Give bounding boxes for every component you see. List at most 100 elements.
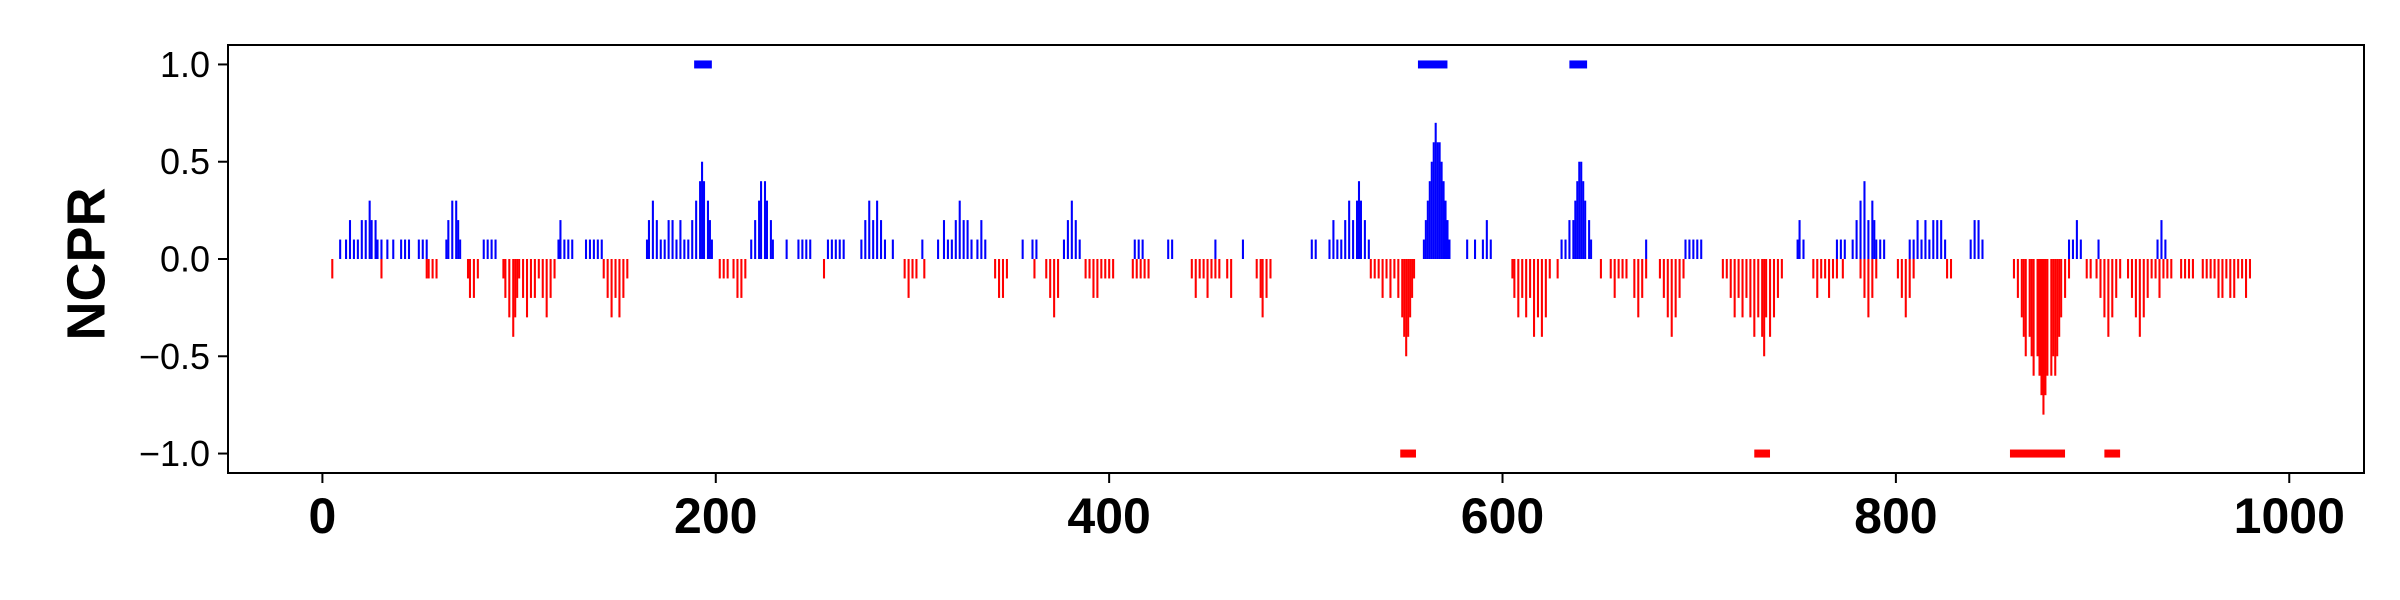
negative-ncpr-bar xyxy=(1761,259,1764,337)
negative-ncpr-bar xyxy=(1513,259,1516,298)
negative-ncpr-bar xyxy=(2221,259,2224,298)
positive-ncpr-bar xyxy=(1696,239,1699,259)
negative-ncpr-bar xyxy=(427,259,430,279)
positive-ncpr-bar xyxy=(2071,239,2074,259)
negative-ncpr-bar xyxy=(1517,259,1520,318)
negative-ncpr-bar xyxy=(1057,259,1060,298)
positive-ncpr-bar xyxy=(826,239,829,259)
negative-ncpr-bar xyxy=(1835,259,1838,279)
positive-ncpr-bar xyxy=(1692,239,1695,259)
negative-region-marker xyxy=(1754,449,1771,458)
positive-ncpr-bar xyxy=(647,220,650,259)
positive-ncpr-bar xyxy=(838,239,841,259)
negative-ncpr-bar xyxy=(2046,259,2049,376)
positive-ncpr-bar xyxy=(1359,200,1362,259)
negative-ncpr-bar xyxy=(1682,259,1685,279)
negative-ncpr-bar xyxy=(1373,259,1376,279)
y-tick-label: −0.5 xyxy=(139,336,210,377)
negative-ncpr-bar xyxy=(2085,259,2088,279)
negative-ncpr-bar xyxy=(1084,259,1087,279)
positive-ncpr-bar xyxy=(368,200,371,259)
positive-ncpr-bar xyxy=(2164,239,2167,259)
negative-ncpr-bar xyxy=(2095,259,2098,279)
positive-ncpr-bar xyxy=(421,239,424,259)
positive-ncpr-bar xyxy=(706,200,709,259)
positive-ncpr-bar xyxy=(1442,181,1445,259)
positive-ncpr-bar xyxy=(1973,220,1976,259)
positive-ncpr-bar xyxy=(584,239,588,259)
positive-ncpr-bar xyxy=(592,239,595,259)
positive-ncpr-bar xyxy=(797,239,800,259)
negative-ncpr-bar xyxy=(2119,259,2122,279)
positive-ncpr-bar xyxy=(1851,239,1854,259)
negative-ncpr-bar xyxy=(1198,259,1201,279)
negative-ncpr-bar xyxy=(1621,259,1624,279)
negative-ncpr-bar xyxy=(1377,259,1380,279)
positive-region-marker xyxy=(1417,60,1448,69)
negative-ncpr-bar xyxy=(1949,259,1953,279)
positive-ncpr-bar xyxy=(1310,239,1313,259)
negative-ncpr-bar xyxy=(1210,259,1213,279)
negative-ncpr-bar xyxy=(1407,259,1410,337)
negative-ncpr-bar xyxy=(522,259,525,298)
positive-ncpr-bar xyxy=(701,161,704,259)
positive-ncpr-bar xyxy=(1489,239,1492,259)
negative-ncpr-bar xyxy=(1265,259,1268,298)
negative-ncpr-bar xyxy=(549,259,552,298)
negative-ncpr-bar xyxy=(1763,259,1766,357)
negative-ncpr-bar xyxy=(533,259,536,298)
positive-ncpr-bar xyxy=(1214,239,1217,259)
negative-ncpr-bar xyxy=(1641,259,1644,298)
negative-ncpr-bar xyxy=(1143,259,1146,279)
negative-ncpr-bar xyxy=(1863,259,1866,298)
negative-ncpr-bar xyxy=(431,259,434,279)
negative-ncpr-bar xyxy=(2225,259,2228,279)
negative-ncpr-bar xyxy=(1633,259,1636,298)
positive-ncpr-bar xyxy=(984,239,987,259)
negative-ncpr-bar xyxy=(1904,259,1907,318)
negative-ncpr-bar xyxy=(2099,259,2102,298)
negative-ncpr-bar xyxy=(1135,259,1138,279)
negative-ncpr-bar xyxy=(1206,259,1209,298)
negative-ncpr-bar xyxy=(1190,259,1193,279)
positive-ncpr-bar xyxy=(760,181,763,259)
negative-ncpr-bar xyxy=(2020,259,2023,318)
positive-ncpr-bar xyxy=(1843,239,1846,259)
positive-ncpr-bar xyxy=(1916,220,1919,259)
negative-ncpr-bar xyxy=(923,259,926,279)
positive-ncpr-bar xyxy=(1859,200,1862,259)
positive-ncpr-bar xyxy=(691,220,694,259)
negative-ncpr-bar xyxy=(504,259,507,298)
negative-ncpr-bar xyxy=(541,259,544,298)
negative-ncpr-bar xyxy=(1875,259,1878,279)
negative-ncpr-bar xyxy=(2134,259,2137,318)
positive-ncpr-bar xyxy=(876,200,879,259)
negative-ncpr-bar xyxy=(468,259,472,298)
positive-ncpr-bar xyxy=(1336,239,1339,259)
negative-ncpr-bar xyxy=(331,259,334,279)
positive-ncpr-bar xyxy=(1448,239,1451,259)
negative-ncpr-bar xyxy=(1556,259,1559,279)
negative-ncpr-bar xyxy=(1540,259,1543,337)
positive-ncpr-bar xyxy=(2079,239,2082,259)
positive-ncpr-bar xyxy=(891,239,894,259)
positive-ncpr-bar xyxy=(679,220,682,259)
negative-ncpr-bar xyxy=(1900,259,1903,298)
x-tick-label: 1000 xyxy=(2234,488,2345,544)
positive-ncpr-bar xyxy=(1580,161,1583,259)
negative-ncpr-bar xyxy=(1381,259,1384,298)
positive-ncpr-bar xyxy=(1348,200,1351,259)
positive-ncpr-bar xyxy=(1141,239,1144,259)
positive-ncpr-bar xyxy=(376,239,379,259)
positive-ncpr-bar xyxy=(1328,239,1331,259)
negative-ncpr-bar xyxy=(1259,259,1262,298)
negative-ncpr-bar xyxy=(915,259,918,279)
positive-ncpr-bar xyxy=(392,239,395,259)
positive-ncpr-bar xyxy=(754,220,757,259)
positive-ncpr-bar xyxy=(758,200,761,259)
negative-ncpr-bar xyxy=(1096,259,1099,298)
negative-ncpr-bar xyxy=(1867,259,1870,318)
negative-ncpr-bar xyxy=(1397,259,1400,298)
negative-ncpr-bar xyxy=(1529,259,1532,298)
